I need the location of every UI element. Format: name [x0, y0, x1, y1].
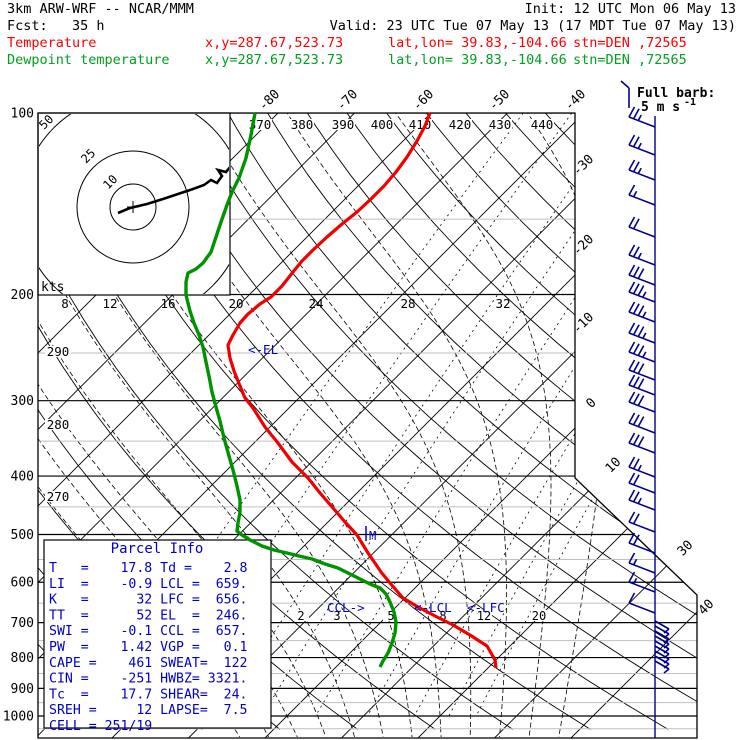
hodograph-panel — [38, 113, 230, 295]
plot-border — [37, 112, 698, 739]
pressure-label-400: 400 — [11, 470, 34, 485]
barb-legend-unit: 5 m s — [641, 100, 680, 115]
parcel-info-row: CIN = -251 HWBZ= 3321. — [49, 672, 248, 687]
isotherm-label-40: 40 — [696, 597, 718, 619]
moist-label-8: 8 — [61, 296, 69, 311]
m-marker: M — [369, 529, 376, 543]
level-annotations: <-EL CCL-> <-LCL <-LFC M — [248, 342, 505, 615]
mixing-ratio-labels: 2 3 5 8 12 20 — [293, 609, 547, 623]
parcel-panel — [44, 540, 271, 728]
moist-label-12: 12 — [102, 296, 117, 311]
pressure-label-300: 300 — [11, 394, 34, 409]
isotherm-label--80: -80 — [256, 87, 283, 114]
pressure-label-100: 100 — [11, 107, 34, 122]
temperature-label: Temperature — [7, 35, 97, 51]
lfc-annotation: <-LFC — [467, 600, 505, 615]
theta-label-390: 390 — [332, 117, 355, 132]
isotherm-label--70: -70 — [334, 87, 361, 114]
temperature-xy: x,y=287.67,523.73 — [205, 35, 344, 51]
parcel-info: Parcel Info T = 17.8 Td = 2.8LI = -0.9 LC… — [49, 541, 248, 734]
theta-label-400: 400 — [371, 117, 394, 132]
theta-label-290: 290 — [47, 344, 70, 359]
isotherm-label--50: -50 — [486, 87, 513, 114]
ccl-annotation: CCL-> — [327, 600, 365, 615]
isotherm-label-0: 0 — [583, 395, 599, 411]
isotherm-label-30: 30 — [675, 538, 697, 560]
dewpoint-xy: x,y=287.67,523.73 — [205, 52, 344, 68]
pressure-label-700: 700 — [11, 616, 34, 631]
isotherm-label--20: -20 — [570, 232, 597, 259]
parcel-info-row: PW = 1.42 VGP = 0.1 — [49, 640, 248, 655]
valid-time: Valid: 23 UTC Tue 07 May 13 (17 MDT Tue … — [329, 18, 736, 34]
theta-label-440: 440 — [531, 117, 554, 132]
barb-legend-title: Full barb: — [637, 86, 715, 101]
parcel-info-row: SWI = -0.1 CCL = 657. — [49, 624, 248, 639]
theta-label-430: 430 — [489, 117, 512, 132]
parcel-info-row: K = 32 LFC = 656. — [49, 593, 248, 608]
theta-label-270: 270 — [47, 489, 70, 504]
parcel-info-row: LI = -0.9 LCL = 659. — [49, 577, 248, 592]
model-title: 3km ARW-WRF -- NCAR/MMM — [7, 1, 194, 17]
mixing-label-5: 5 — [387, 609, 394, 623]
mixing-label-20: 20 — [532, 609, 546, 623]
init-time: Init: 12 UTC Mon 06 May 13 — [524, 1, 736, 17]
dewpoint-station: stn=DEN ,72565 — [573, 52, 687, 68]
theta-label-280: 280 — [47, 417, 70, 432]
isotherm-label-10: 10 — [603, 455, 625, 477]
theta-label-380: 380 — [291, 117, 314, 132]
lcl-annotation: <-LCL — [414, 600, 452, 615]
pressure-label-500: 500 — [11, 528, 34, 543]
parcel-info-row: TT = 52 EL = 246. — [49, 608, 248, 623]
pressure-label-200: 200 — [11, 288, 34, 303]
isotherm-label--40: -40 — [562, 87, 589, 114]
theta-label-420: 420 — [449, 117, 472, 132]
parcel-info-row: Tc = 17.7 SHEAR= 24. — [49, 687, 248, 702]
hodograph — [39, 114, 229, 294]
pressure-label-600: 600 — [11, 576, 34, 591]
moist-label-32: 32 — [495, 296, 510, 311]
mixing-label-12: 12 — [477, 609, 491, 623]
barb-legend-sup: -1 — [684, 97, 696, 108]
mixing-label-3: 3 — [333, 609, 340, 623]
dewpoint-label: Dewpoint temperature — [7, 52, 170, 68]
dewpoint-curve — [184, 112, 398, 668]
isotherm-label--30: -30 — [570, 152, 597, 179]
moist-label-16: 16 — [160, 296, 175, 311]
parcel-info-row: SREH = 12 LAPSE= 7.5 — [49, 703, 248, 718]
mixing-label-2: 2 — [297, 609, 304, 623]
pressure-label-1000: 1000 — [3, 710, 34, 725]
temperature-station: stn=DEN ,72565 — [573, 35, 687, 51]
temperature-curve — [226, 112, 498, 669]
parcel-info-row: CELL = 251/19 — [49, 719, 152, 734]
parcel-info-title: Parcel Info — [111, 541, 204, 557]
moist-adiabat-labels: 8 12 16 20 24 28 32 — [61, 296, 510, 311]
parcel-info-row: T = 17.8 Td = 2.8 — [49, 561, 248, 576]
moist-label-24: 24 — [308, 296, 323, 311]
parcel-info-row: CAPE = 461 SWEAT= 122 — [49, 656, 248, 671]
wind-barb-column — [628, 106, 670, 738]
pressure-label-800: 800 — [11, 651, 34, 666]
moist-label-28: 28 — [400, 296, 415, 311]
forecast-hour: Fcst: 35 h — [7, 18, 105, 34]
isotherm-label--60: -60 — [410, 87, 437, 114]
pressure-label-900: 900 — [11, 682, 34, 697]
el-annotation: <-EL — [248, 342, 278, 357]
temperature-latlon: lat,lon= 39.83,-104.66 — [388, 35, 567, 51]
hodograph-border — [37, 112, 231, 296]
pressure-axis-labels: 100 200 300 400 500 600 700 800 900 1000 — [3, 107, 34, 725]
hodograph-kts-label: kts — [41, 280, 64, 295]
hodograph-trace — [117, 166, 229, 215]
barb-legend: Full barb:5 m s -1 — [620, 80, 715, 115]
parcel-border — [43, 539, 272, 729]
mixing-label-8: 8 — [439, 609, 446, 623]
moist-label-20: 20 — [228, 296, 243, 311]
dewpoint-latlon: lat,lon= 39.83,-104.66 — [388, 52, 567, 68]
